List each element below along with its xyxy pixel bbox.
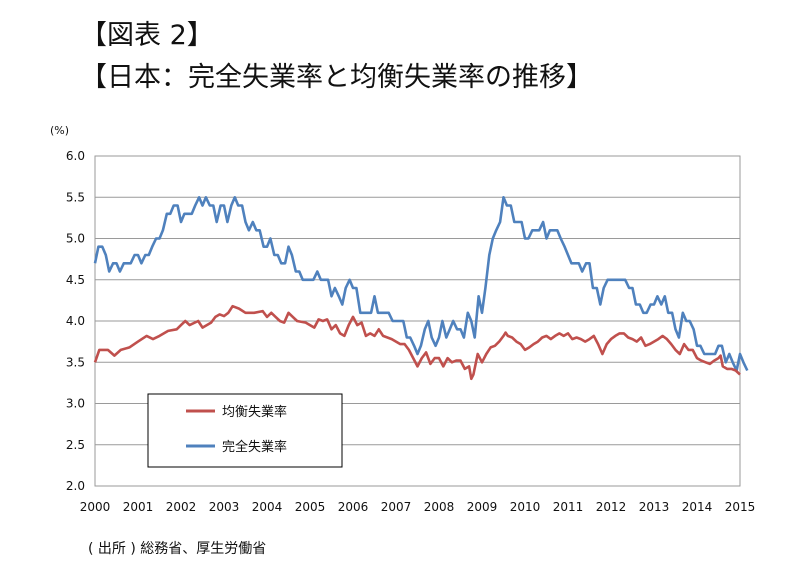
- x-tick-label: 2012: [596, 500, 627, 514]
- x-tick-label: 2009: [467, 500, 498, 514]
- y-tick-label: 4.5: [66, 273, 85, 287]
- y-tick-label: 2.5: [66, 438, 85, 452]
- y-tick-label: 5.0: [66, 232, 85, 246]
- source-note: ( 出所 ) 総務省、厚生労働省: [88, 541, 267, 557]
- y-tick-label: 4.0: [66, 314, 85, 328]
- x-tick-label: 2015: [725, 500, 756, 514]
- x-tick-label: 2008: [424, 500, 455, 514]
- x-tick-label: 2006: [338, 500, 369, 514]
- x-tick-label: 2013: [639, 500, 670, 514]
- x-tick-label: 2002: [166, 500, 197, 514]
- y-tick-label: 3.0: [66, 397, 85, 411]
- y-tick-label: 5.5: [66, 190, 85, 204]
- x-tick-label: 2003: [209, 500, 240, 514]
- figure-label: 【図表 2】: [80, 20, 214, 51]
- series-line-equilibrium: [93, 304, 741, 381]
- page-title: 【日本：完全失業率と均衡失業率の推移】: [80, 62, 593, 93]
- x-tick-label: 2010: [510, 500, 541, 514]
- x-tick-label: 2007: [381, 500, 412, 514]
- legend-box: [147, 393, 343, 468]
- series-lines: [93, 196, 749, 381]
- x-tick-label: 2011: [553, 500, 584, 514]
- x-tick-label: 2004: [252, 500, 283, 514]
- x-tick-label: 2000: [80, 500, 111, 514]
- x-tick-label: 2005: [295, 500, 326, 514]
- legend-label-complete: 完全失業率: [222, 439, 287, 455]
- grid-lines: [95, 155, 740, 487]
- x-tick-label: 2001: [123, 500, 154, 514]
- x-tick-label: 2014: [682, 500, 713, 514]
- y-tick-label: 2.0: [66, 479, 85, 493]
- legend-label-equilibrium: 均衡失業率: [222, 404, 287, 420]
- x-axis-tick-labels: 2000 2001 2002 2003 2004 2005 2006 2007 2008 2009…: [80, 500, 756, 514]
- series-line-complete: [93, 196, 749, 372]
- y-tick-label: 6.0: [66, 149, 85, 163]
- legend: 均衡失業率 完全失業率: [147, 393, 343, 468]
- y-axis-unit-label: (%): [50, 124, 69, 137]
- y-tick-label: 3.5: [66, 355, 85, 369]
- y-axis-tick-labels: 2.0 2.5 3.0 3.5 4.0 4.5 5.0 5.5 6.0: [66, 149, 85, 493]
- plot-area-frame: [94, 155, 741, 487]
